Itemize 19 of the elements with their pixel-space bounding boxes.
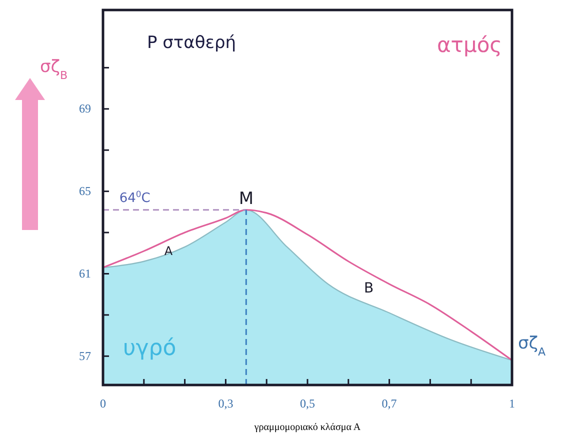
x-tick-label: 1 [509,396,515,411]
x-tick-label: 0,3 [218,396,234,411]
y-tick-label: 57 [79,348,91,363]
y-tick-label: 61 [79,266,91,281]
annotation: B [364,280,374,297]
ref-line-label: 64$^{0}$C [119,188,150,206]
annotation: A [164,244,174,258]
annotation: M [238,188,254,209]
annotation: σζ$_{A}$ [518,333,546,358]
annotation: υγρό [123,336,176,361]
text: P σταθερή [147,33,236,53]
x-tick-label: 0,7 [382,396,397,411]
x-tick-label: 0 [100,396,106,411]
y-axis-title: σζ$_{B}$ [40,57,68,82]
x-tick-label: 0,5 [300,396,315,411]
y-tick-label: 65 [79,184,91,198]
x-axis-title: γραμμομοριακό κλάσμα Α [253,422,362,433]
y-tick-label: 69 [79,102,91,116]
annotation: ατμός [436,33,502,57]
